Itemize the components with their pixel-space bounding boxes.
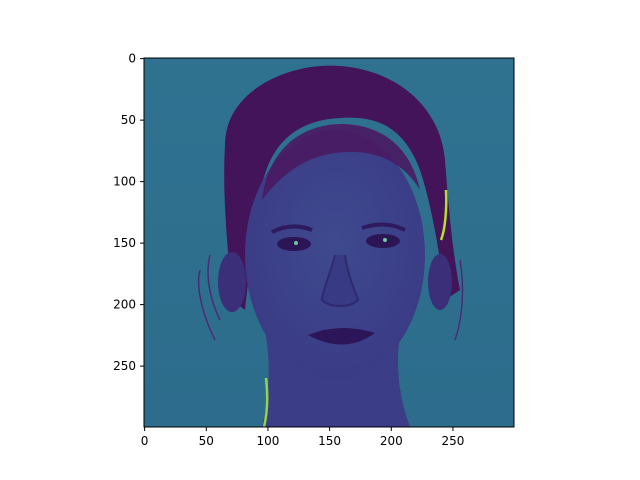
hair-fringe [262,124,420,200]
y-axis: 0 50 100 150 200 250 [113,52,144,373]
heatmap-image [144,58,514,427]
left-ear [218,252,246,312]
neck-edge [262,377,269,427]
lips-shape [308,327,375,345]
right-eye-highlight [383,238,387,242]
x-tick-label: 100 [256,434,279,448]
y-tick-label: 100 [113,175,136,189]
x-tick-label: 150 [318,434,341,448]
y-tick-label: 150 [113,236,136,250]
x-tick-label: 200 [380,434,403,448]
right-eyebrow [361,222,406,232]
left-eye-highlight [294,241,298,245]
y-tick-label: 0 [128,52,136,66]
right-hair-edge [439,189,448,241]
x-tick-label: 250 [441,434,464,448]
hair-region [224,65,460,310]
y-tick-label: 200 [113,298,136,312]
y-tick-label: 50 [121,113,136,127]
right-ear [428,254,452,310]
x-tick-label: 0 [141,434,149,448]
left-hair-strands [197,254,221,341]
left-eyebrow [271,224,313,234]
axes-frame [143,57,515,428]
x-tick-label: 50 [199,434,214,448]
x-axis: 0 50 100 150 200 250 [141,427,464,448]
left-eye [277,237,311,251]
nose-shape [320,254,360,307]
right-eye [366,234,400,248]
y-tick-label: 250 [113,359,136,373]
right-hair-strands [454,259,464,341]
